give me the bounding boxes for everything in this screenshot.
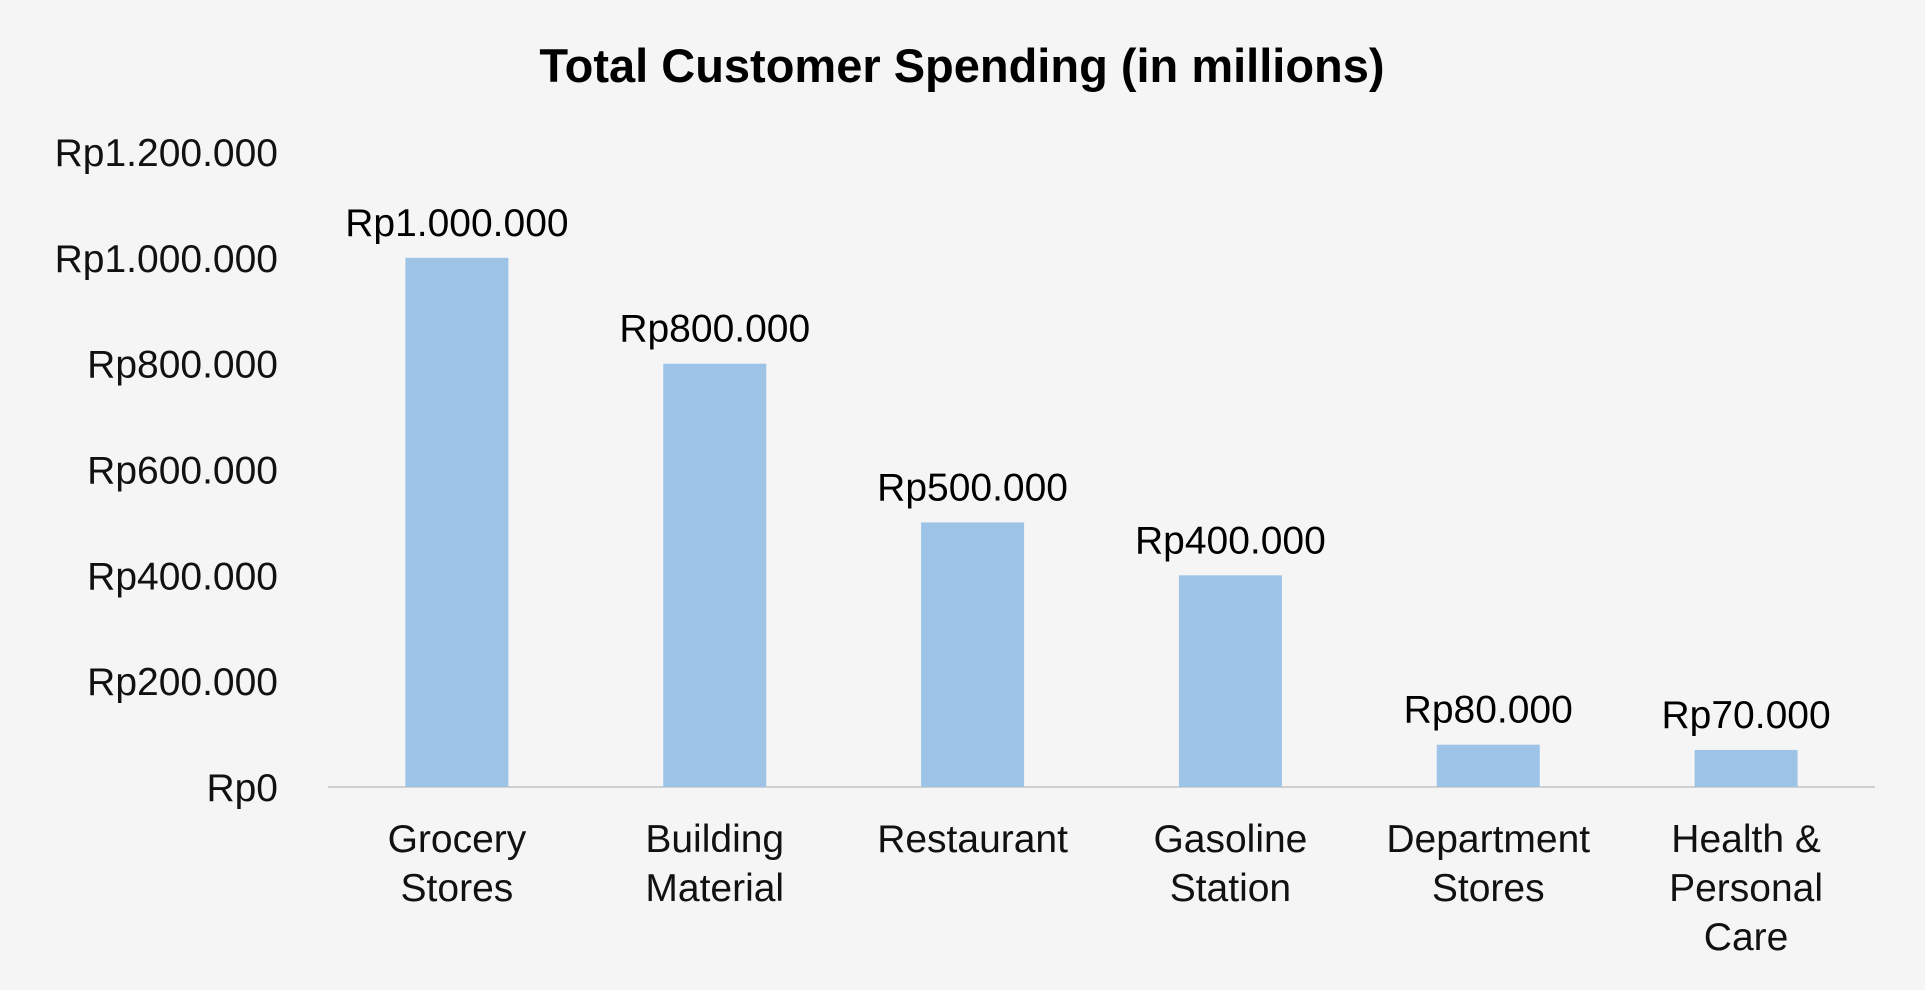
data-labels: Rp1.000.000 Rp800.000 Rp500.000 Rp400.000 Rp… — [345, 202, 1830, 737]
bar — [1178, 575, 1282, 787]
x-tick-label-line: Care — [1704, 916, 1789, 959]
x-tick-label-line: Health & — [1671, 818, 1821, 861]
data-label: Rp400.000 — [1135, 519, 1326, 562]
data-label: Rp70.000 — [1662, 694, 1831, 737]
y-axis: Rp0 Rp200.000 Rp400.000 Rp600.000 Rp800.000 R… — [55, 132, 278, 810]
y-tick-label: Rp600.000 — [87, 450, 278, 493]
x-tick-label-line: Stores — [1432, 867, 1545, 910]
y-tick-label: Rp0 — [206, 767, 278, 810]
x-tick-label-line: Station — [1170, 867, 1291, 910]
data-label: Rp1.000.000 — [345, 202, 568, 245]
y-tick-label: Rp1.200.000 — [55, 132, 278, 175]
x-tick-label-line: Material — [645, 867, 784, 910]
x-axis-labels: Grocery Stores Building Material Restaurant G… — [388, 818, 1823, 959]
x-tick-label-line: Stores — [401, 867, 514, 910]
y-tick-label: Rp1.000.000 — [55, 238, 278, 281]
data-label: Rp800.000 — [619, 308, 810, 351]
chart-title: Total Customer Spending (in millions) — [539, 39, 1384, 92]
data-label: Rp80.000 — [1404, 689, 1573, 732]
bar — [1694, 749, 1798, 787]
x-tick-label-line: Grocery — [388, 818, 527, 861]
x-tick-label: Health & Personal Care — [1669, 818, 1823, 959]
bar — [921, 522, 1025, 787]
bar — [663, 363, 767, 787]
bar — [405, 257, 509, 787]
x-tick-label: Building Material — [645, 818, 784, 910]
x-tick-label: Department Stores — [1386, 818, 1590, 910]
x-tick-label-line: Gasoline — [1153, 818, 1307, 861]
data-label: Rp500.000 — [877, 466, 1068, 509]
x-tick-label-line: Restaurant — [877, 818, 1068, 861]
x-tick-label: Restaurant — [877, 818, 1068, 861]
x-tick-label: Gasoline Station — [1153, 818, 1307, 910]
y-tick-label: Rp200.000 — [87, 661, 278, 704]
x-tick-label-line: Personal — [1669, 867, 1823, 910]
x-tick-label-line: Department — [1386, 818, 1590, 861]
bars — [405, 257, 1798, 787]
x-tick-label: Grocery Stores — [388, 818, 527, 910]
bar — [1436, 744, 1540, 787]
x-tick-label-line: Building — [645, 818, 784, 861]
y-tick-label: Rp800.000 — [87, 344, 278, 387]
y-tick-label: Rp400.000 — [87, 555, 278, 598]
